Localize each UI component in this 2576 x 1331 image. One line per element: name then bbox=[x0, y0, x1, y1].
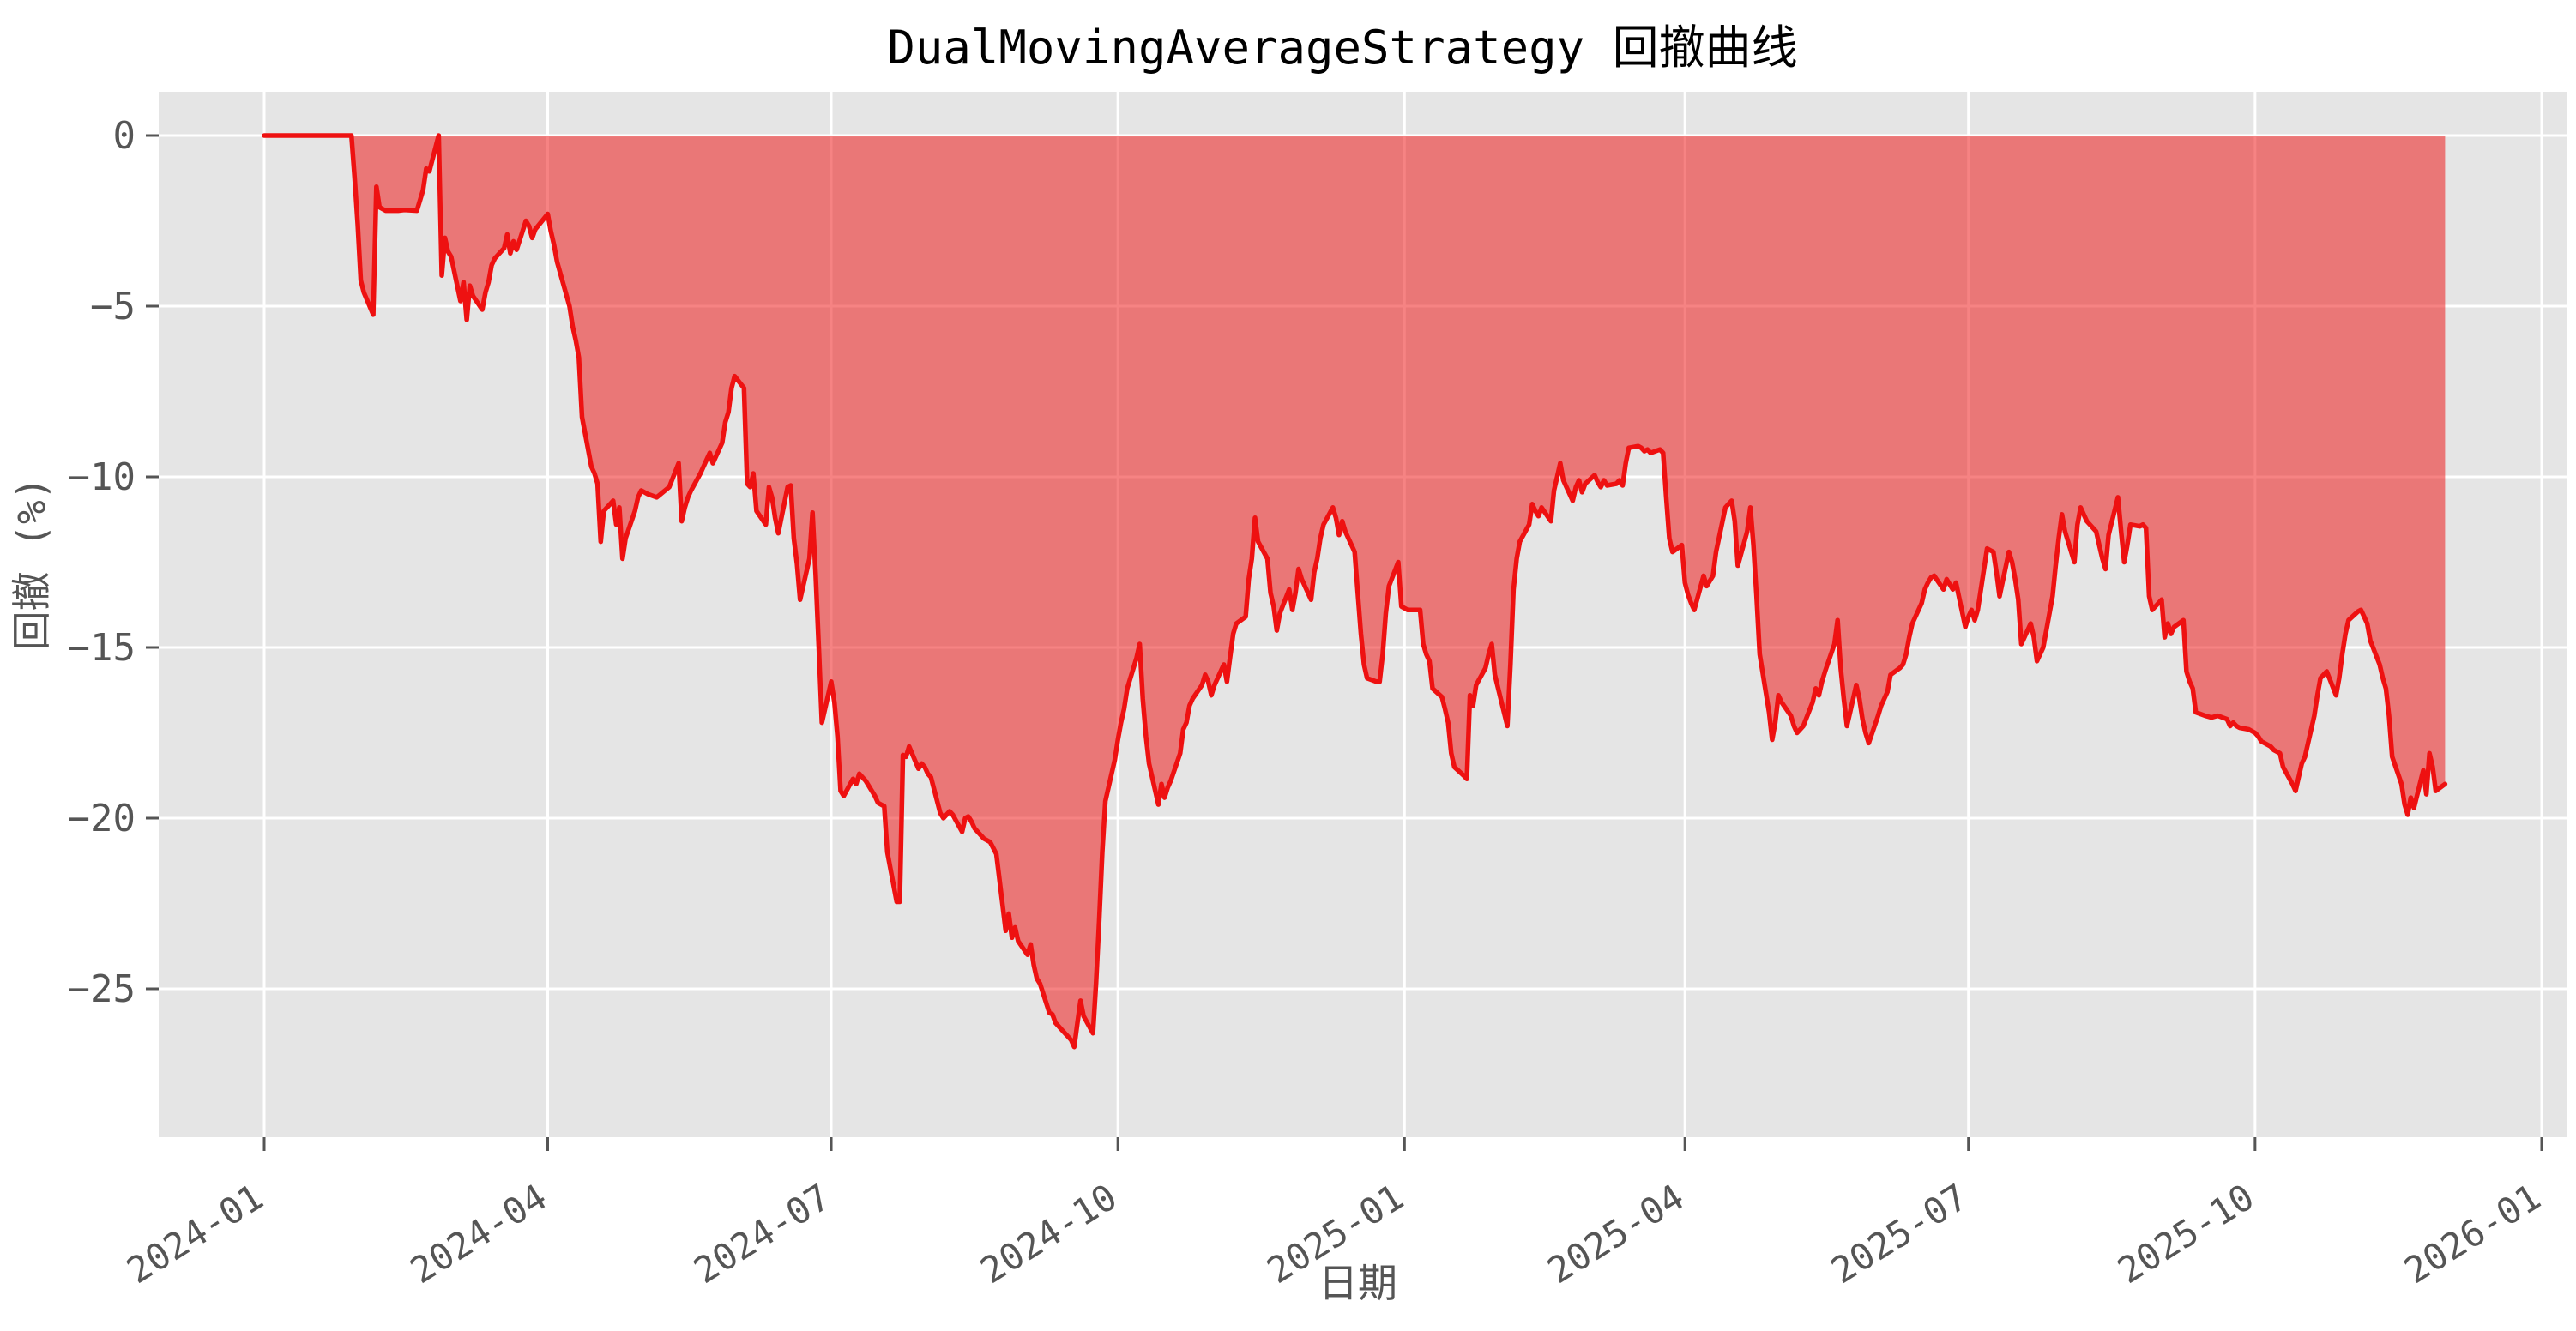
y-tick-label-−15: −15 bbox=[68, 626, 136, 670]
drawdown-line bbox=[262, 133, 2448, 1050]
x-tick-label-2025-04: 2025-04 bbox=[1540, 1176, 1691, 1292]
y-tick-label-−20: −20 bbox=[68, 797, 136, 840]
y-tick-label-0: 0 bbox=[113, 114, 136, 158]
chart-title: DualMovingAverageStrategy 回撤曲线 bbox=[887, 21, 1797, 75]
x-tick-label-2025-07: 2025-07 bbox=[1824, 1176, 1975, 1292]
x-tick-label-2024-01: 2024-01 bbox=[119, 1176, 270, 1292]
axis-ticks bbox=[146, 134, 2543, 1151]
x-tick-label-2025-10: 2025-10 bbox=[2110, 1176, 2261, 1292]
x-tick-label-2024-10: 2024-10 bbox=[973, 1176, 1124, 1292]
y-axis-label: 回撤 (%) bbox=[9, 477, 55, 651]
series-layer bbox=[262, 133, 2448, 1050]
x-tick-label-2024-04: 2024-04 bbox=[403, 1176, 554, 1292]
x-tick-label-2024-07: 2024-07 bbox=[686, 1176, 837, 1292]
drawdown-area bbox=[264, 136, 2446, 1047]
y-tick-label-−25: −25 bbox=[68, 967, 136, 1011]
x-tick-label-2026-01: 2026-01 bbox=[2397, 1176, 2548, 1292]
x-axis-label: 日期 bbox=[1318, 1260, 1397, 1306]
y-tick-label-−10: −10 bbox=[68, 455, 136, 499]
y-tick-label-−5: −5 bbox=[90, 285, 136, 328]
